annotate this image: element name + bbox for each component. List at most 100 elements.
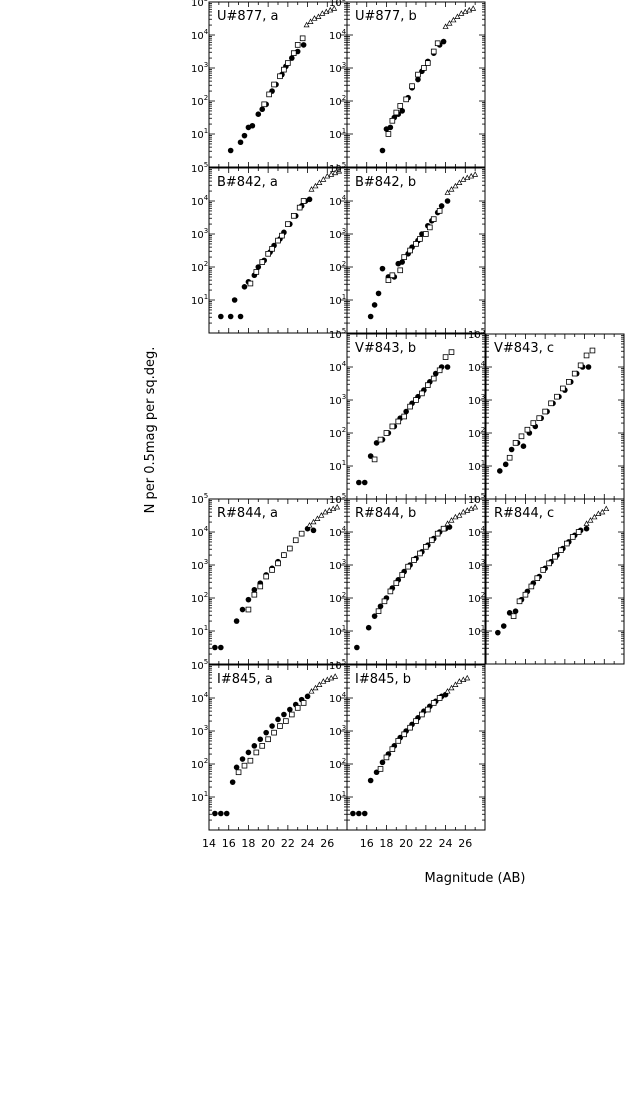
data-point: [407, 724, 413, 731]
data-point: [464, 174, 471, 181]
x-tick-label: 18: [241, 837, 255, 850]
data-point: [332, 169, 339, 176]
data-point: [409, 83, 415, 89]
y-tick-label: 103: [191, 227, 208, 241]
y-tick-label: 104: [329, 360, 347, 374]
data-point: [399, 572, 405, 578]
data-point: [311, 15, 318, 21]
data-series: [583, 505, 610, 526]
data-point: [442, 354, 449, 360]
data-point: [265, 250, 271, 257]
data-point: [395, 738, 402, 744]
data-series: [444, 171, 479, 195]
y-tick-label: 104: [329, 691, 347, 705]
data-point: [393, 109, 400, 116]
data-point: [440, 525, 447, 532]
data-point: [322, 508, 329, 515]
data-point: [306, 196, 313, 203]
data-point: [399, 259, 406, 265]
data-series: [303, 5, 338, 28]
data-point: [419, 711, 425, 718]
data-point: [283, 718, 289, 724]
data-point: [528, 583, 535, 590]
data-point: [251, 586, 258, 593]
data-point: [277, 723, 283, 729]
data-point: [367, 777, 374, 784]
data-point: [336, 167, 343, 174]
data-point: [371, 456, 378, 463]
data-point: [235, 769, 242, 776]
data-point: [460, 676, 467, 683]
data-point: [466, 6, 473, 13]
panel: 101 102 103 104 105 B#842, b: [329, 161, 486, 334]
data-point: [379, 759, 386, 766]
y-tick-label: 102: [329, 260, 346, 274]
data-point: [381, 598, 388, 605]
data-point: [237, 313, 244, 320]
data-point: [462, 8, 469, 15]
data-point: [275, 237, 281, 244]
y-tick-label: 105: [468, 492, 485, 506]
y-tick-label: 104: [468, 360, 486, 374]
y-tick-label: 104: [468, 525, 486, 539]
data-point: [312, 182, 319, 189]
data-series: [308, 167, 343, 192]
data-point: [241, 762, 248, 769]
data-point: [522, 591, 529, 598]
data-point: [389, 272, 396, 279]
data-point: [294, 42, 301, 48]
data-point: [316, 681, 323, 687]
panel-title: B#842, b: [355, 175, 416, 190]
data-series: [247, 198, 307, 287]
data-point: [558, 547, 564, 553]
y-tick-label: 104: [191, 525, 209, 539]
y-tick-label: 101: [329, 790, 346, 804]
data-series: [212, 693, 311, 817]
data-point: [464, 507, 471, 513]
y-tick-label: 104: [191, 194, 209, 208]
data-point: [460, 176, 467, 182]
data-point: [271, 81, 277, 88]
data-point: [259, 106, 266, 113]
data-series: [444, 674, 471, 694]
panel-title: I#845, a: [217, 672, 273, 687]
data-series: [261, 35, 306, 108]
data-point: [251, 591, 258, 598]
data-series: [371, 349, 455, 463]
data-point: [438, 203, 445, 209]
data-point: [444, 688, 451, 694]
data-point: [310, 527, 317, 534]
data-point: [595, 510, 602, 517]
data-point: [444, 198, 451, 204]
data-point: [472, 171, 479, 177]
data-series: [385, 40, 441, 137]
data-point: [383, 754, 390, 761]
data-point: [454, 13, 461, 19]
data-point: [577, 362, 584, 369]
data-point: [320, 678, 327, 684]
x-tick-label: 16: [222, 837, 236, 850]
panel-frame: [208, 498, 348, 665]
data-point: [314, 515, 321, 521]
panel-frame: [346, 167, 486, 334]
x-tick-label: 26: [458, 837, 472, 850]
data-point: [536, 415, 543, 421]
data-point: [251, 743, 258, 749]
data-point: [269, 723, 275, 729]
panel: 101 102 103 104 105 I#845, b: [329, 658, 486, 831]
data-point: [288, 711, 295, 718]
data-point: [281, 66, 287, 73]
data-point: [575, 529, 582, 535]
x-axis-label: Magnitude (AB): [425, 871, 526, 886]
data-point: [440, 38, 447, 45]
data-point: [253, 749, 260, 756]
y-tick-label: 101: [329, 624, 346, 638]
y-tick-label: 105: [191, 161, 208, 175]
y-tick-label: 105: [329, 327, 346, 341]
data-point: [450, 16, 457, 23]
data-point: [589, 347, 596, 354]
data-point: [271, 729, 277, 736]
data-point: [323, 8, 330, 15]
data-point: [456, 179, 463, 185]
panel-frame: [346, 664, 486, 831]
